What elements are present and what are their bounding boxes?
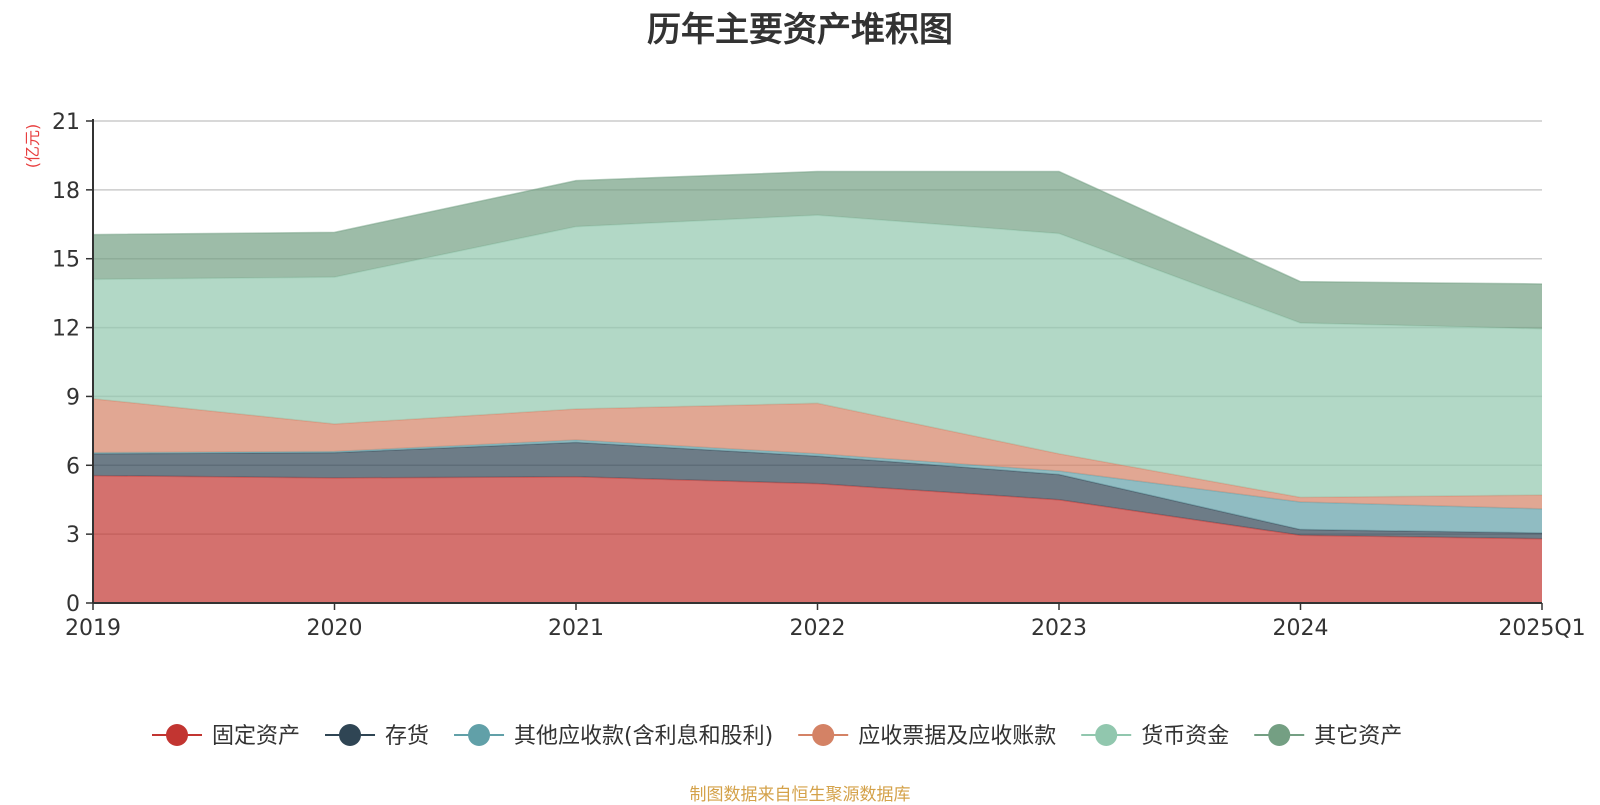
- area-2: [93, 442, 1542, 539]
- legend-item[interactable]: 货币资金: [1081, 724, 1229, 749]
- area-1: [93, 475, 1542, 603]
- legend-label: 固定资产: [212, 724, 300, 749]
- legend-label: 应收票据及应收账款: [858, 724, 1056, 749]
- legend-marker-icon: [339, 724, 362, 746]
- y-tick-label: 12: [52, 317, 80, 342]
- y-tick-label: 21: [52, 110, 80, 135]
- legend-label: 货币资金: [1141, 724, 1229, 749]
- y-tick-label: 18: [52, 179, 80, 204]
- area-6: [93, 171, 1542, 329]
- legend-item[interactable]: 固定资产: [152, 724, 300, 749]
- legend-item[interactable]: 其他应收款(含利息和股利): [454, 724, 773, 749]
- x-tick-label: 2020: [307, 616, 363, 641]
- legend[interactable]: 固定资产 存货 其他应收款(含利息和股利) 应收票据及应收账款 货币资金 其它资产: [152, 724, 1402, 749]
- legend-item[interactable]: 应收票据及应收账款: [798, 724, 1056, 749]
- legend-label: 存货: [385, 724, 429, 749]
- x-tick-label: 2024: [1273, 616, 1329, 641]
- y-tick-label: 0: [66, 592, 80, 617]
- legend-marker-icon: [1268, 724, 1291, 746]
- legend-label: 其他应收款(含利息和股利): [514, 724, 773, 749]
- legend-marker-icon: [812, 724, 835, 746]
- area-series: [92, 170, 1543, 603]
- legend-label: 其它资产: [1314, 724, 1402, 749]
- y-tick-label: 15: [52, 248, 80, 273]
- source-note: 制图数据来自恒生聚源数据库: [689, 785, 911, 805]
- legend-item[interactable]: 存货: [325, 724, 429, 749]
- x-tick-label: 2025Q1: [1498, 616, 1585, 641]
- x-tick-label: 2021: [548, 616, 604, 641]
- area-3: [93, 440, 1542, 533]
- legend-marker-icon: [468, 724, 491, 746]
- y-tick-label: 6: [66, 454, 80, 479]
- chart-title: 历年主要资产堆积图: [647, 10, 953, 50]
- area-line-6: [92, 170, 1543, 285]
- legend-marker-icon: [1095, 724, 1118, 746]
- x-tick-label: 2019: [65, 616, 121, 641]
- legend-marker-icon: [166, 724, 188, 746]
- x-tick-label: 2022: [790, 616, 846, 641]
- axes: 0 3 6 9 12 15 18 21 2019 2020 2021 2022 2023 2024 2025…: [52, 110, 1586, 641]
- x-tick-label: 2023: [1031, 616, 1087, 641]
- area-5: [93, 215, 1542, 498]
- y-axis-unit-label: (亿元): [23, 124, 42, 169]
- legend-item[interactable]: 其它资产: [1254, 724, 1402, 749]
- y-tick-label: 3: [66, 523, 80, 548]
- y-tick-label: 9: [66, 385, 80, 410]
